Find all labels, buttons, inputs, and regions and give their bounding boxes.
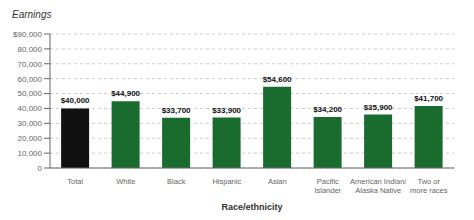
svg-text:$34,200: $34,200 (313, 105, 342, 114)
svg-text:80,000: 80,000 (18, 45, 43, 54)
svg-text:Total: Total (67, 177, 83, 186)
svg-text:20,000: 20,000 (18, 134, 43, 143)
svg-text:50,000: 50,000 (18, 89, 43, 98)
svg-text:0: 0 (38, 164, 43, 173)
svg-text:$90,000: $90,000 (13, 30, 42, 39)
svg-text:Two ormore races: Two ormore races (410, 177, 448, 195)
svg-text:American Indian/Alaska Native: American Indian/Alaska Native (350, 177, 407, 195)
svg-text:$44,900: $44,900 (111, 89, 140, 98)
svg-text:70,000: 70,000 (18, 60, 43, 69)
svg-text:White: White (116, 177, 135, 186)
svg-text:$41,700: $41,700 (414, 94, 443, 103)
svg-text:$33,700: $33,700 (162, 106, 191, 115)
svg-text:30,000: 30,000 (18, 119, 43, 128)
svg-text:$33,900: $33,900 (212, 106, 241, 115)
svg-text:$54,600: $54,600 (263, 75, 292, 84)
svg-text:PacificIslander: PacificIslander (314, 177, 341, 195)
svg-text:40,000: 40,000 (18, 104, 43, 113)
svg-text:Race/ethnicity: Race/ethnicity (221, 202, 282, 212)
svg-text:$35,900: $35,900 (364, 103, 393, 112)
svg-text:Black: Black (167, 177, 186, 186)
svg-text:Hispanic: Hispanic (212, 177, 241, 186)
svg-text:10,000: 10,000 (18, 149, 43, 158)
svg-text:Asian: Asian (268, 177, 287, 186)
html-text:Earnings: Earnings (12, 9, 52, 20)
svg-text:60,000: 60,000 (18, 75, 43, 84)
svg-text:$40,000: $40,000 (61, 96, 90, 105)
